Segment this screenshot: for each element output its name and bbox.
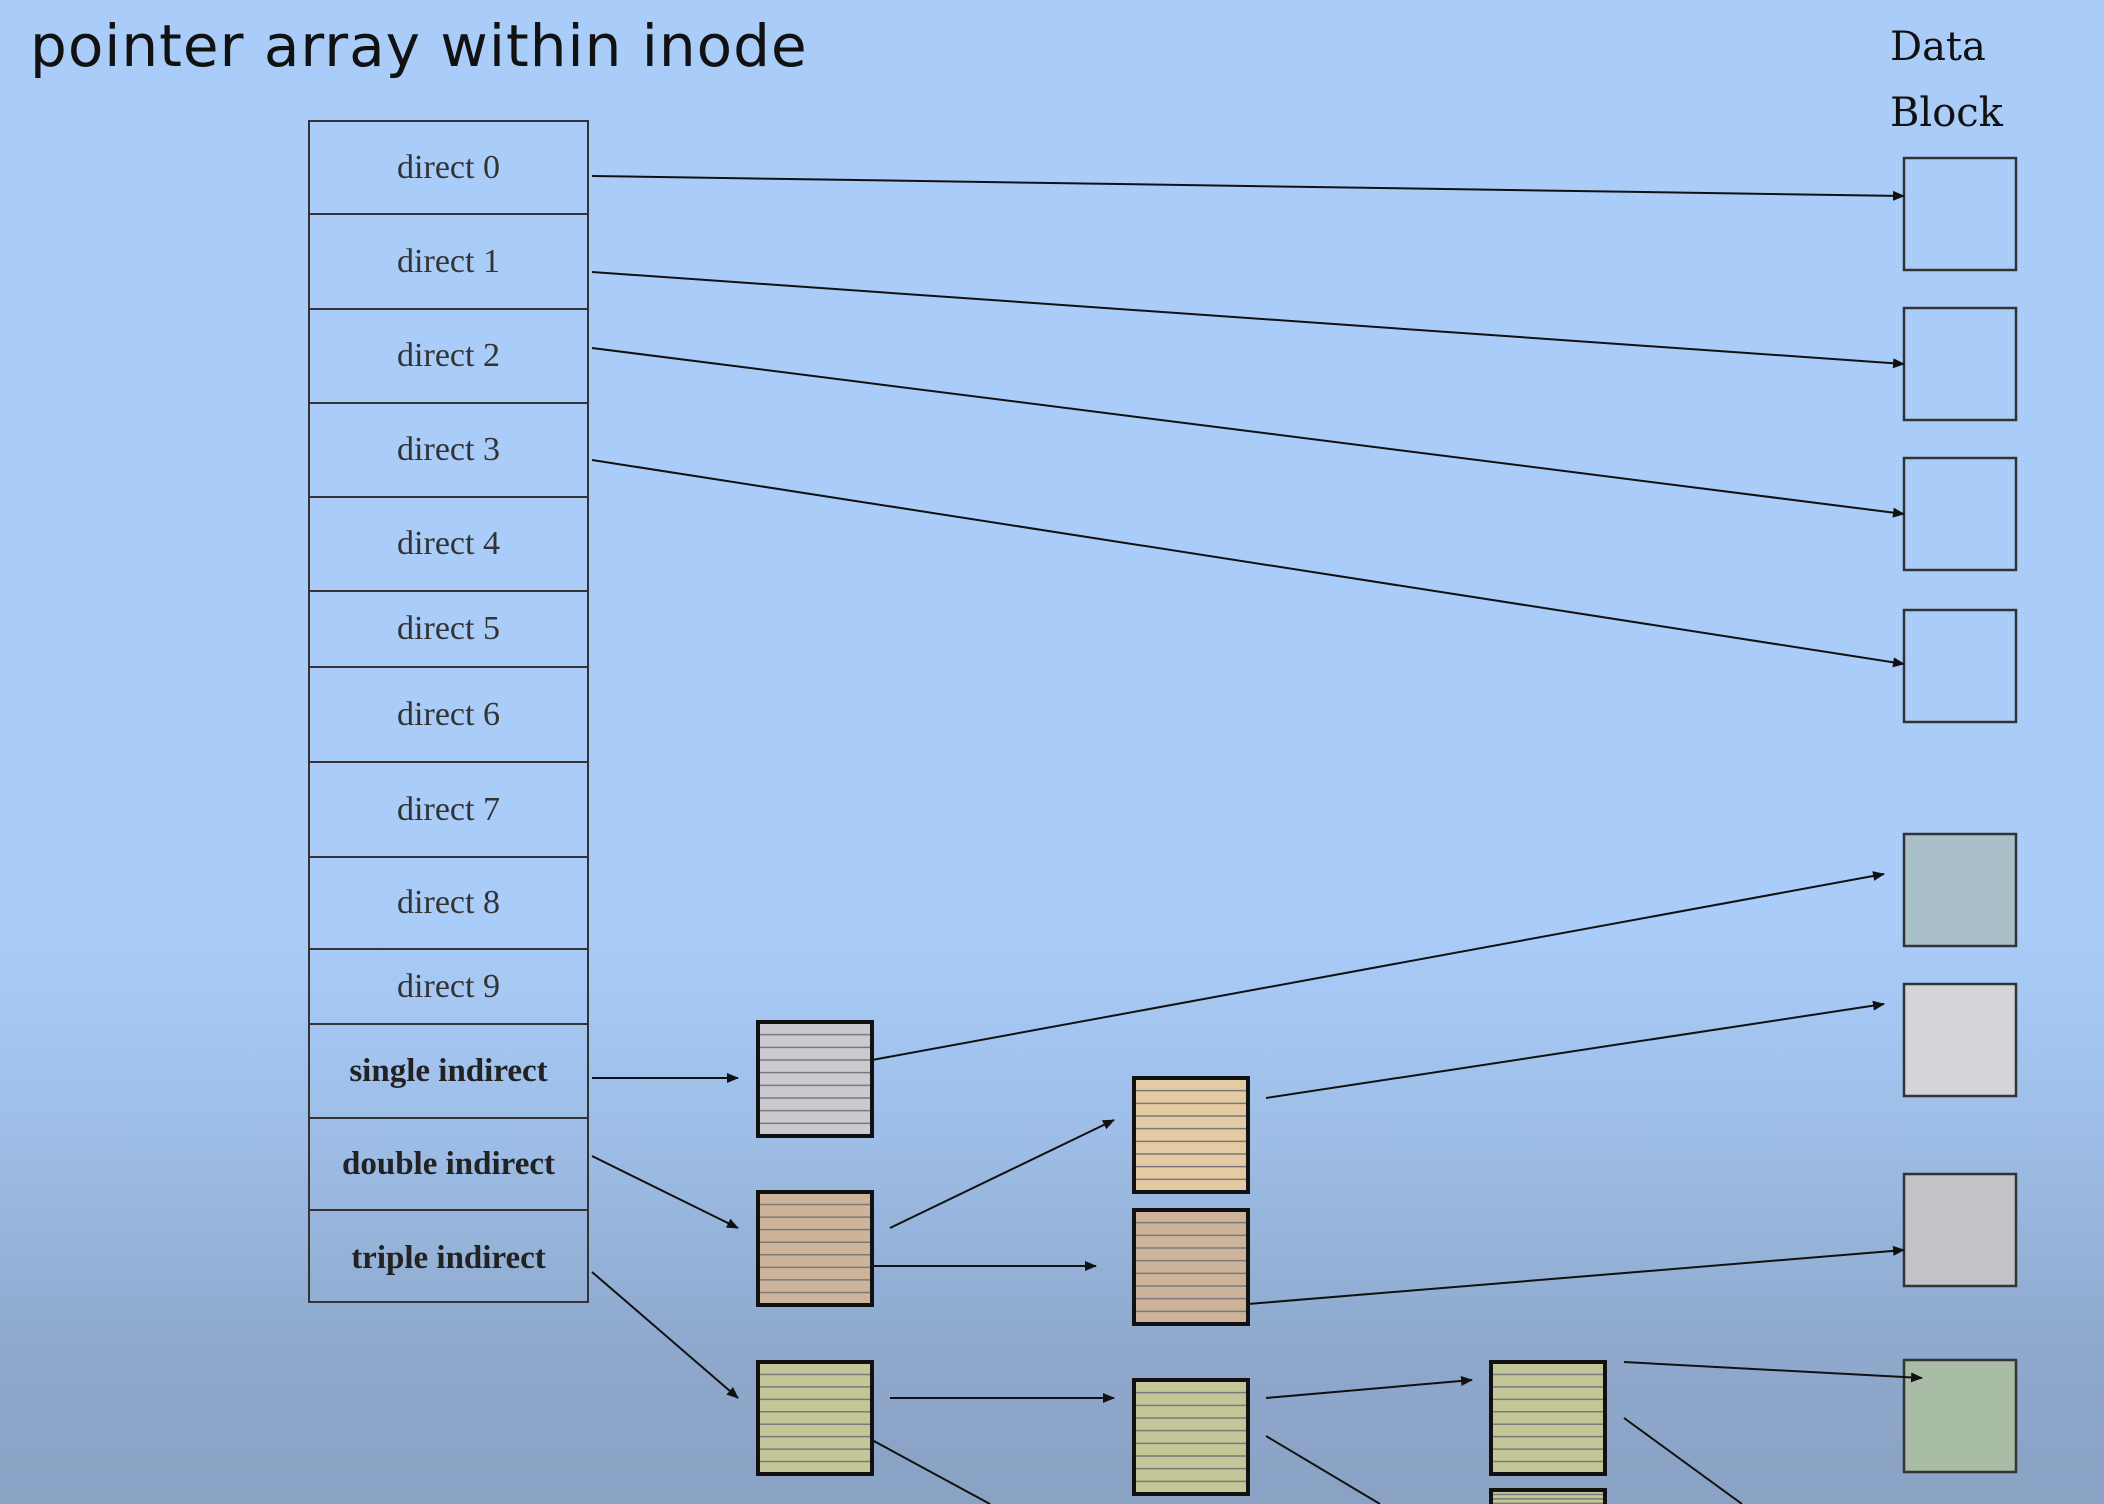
inode-entry-direct-1: direct 1	[310, 215, 587, 310]
line-grandchild-continuation	[1623, 1417, 1743, 1504]
arrow-grandchild-to-data	[1623, 1361, 1923, 1383]
arrow-triple-child-to-grandchild	[1265, 1375, 1473, 1399]
triple-indirect-grandchild-b	[1489, 1488, 1607, 1504]
triple-indirect-block	[756, 1360, 874, 1476]
data-block-label-line2: Block	[1890, 90, 2003, 136]
data-block-direct-2	[1902, 456, 2018, 572]
double-indirect-child-a	[1132, 1076, 1250, 1194]
arrow-child-b-to-data	[1247, 1245, 1905, 1305]
data-block-triple	[1902, 1358, 2018, 1474]
arrow-direct-2	[591, 347, 1905, 518]
line-triple-child-continuation	[1265, 1435, 1381, 1504]
inode-entry-direct-8: direct 8	[310, 858, 587, 950]
inode-entry-direct-0: direct 0	[310, 122, 587, 215]
single-indirect-block	[756, 1020, 874, 1138]
triple-indirect-child-a	[1132, 1378, 1250, 1496]
diagram-title: pointer array within inode	[30, 12, 808, 80]
inode-entry-direct-6: direct 6	[310, 668, 587, 763]
arrow-triple-to-block	[591, 1271, 739, 1399]
arrow-direct-3	[591, 459, 1905, 668]
inode-entry-triple-indirect: triple indirect	[351, 1239, 546, 1276]
inode-entry-double-indirect: double indirect	[310, 1119, 587, 1211]
inode-entry-single-indirect: single indirect	[310, 1025, 587, 1119]
data-block-double-a	[1902, 982, 2018, 1098]
inode-pointer-array: direct 0 direct 1 direct 2 direct 3 dire…	[308, 120, 589, 1303]
inode-entry-direct-3: direct 3	[310, 404, 587, 498]
data-block-direct-3	[1902, 608, 2018, 724]
triple-indirect-grandchild-a	[1489, 1360, 1607, 1476]
data-block-label-line1: Data	[1890, 24, 1986, 70]
inode-entry-direct-9: direct 9	[310, 950, 587, 1025]
data-block-double-b	[1902, 1172, 2018, 1288]
arrow-double-to-child-a	[889, 1119, 1115, 1229]
data-block-direct-1	[1902, 306, 2018, 422]
line-triple-block-continuation	[871, 1439, 991, 1504]
arrow-double-to-block	[591, 1155, 739, 1229]
double-indirect-block	[756, 1190, 874, 1307]
arrow-direct-1	[591, 271, 1905, 369]
arrow-direct-0	[591, 175, 1905, 201]
inode-entry-direct-2: direct 2	[310, 310, 587, 404]
data-block-direct-0	[1902, 156, 2018, 272]
inode-entry-direct-4: direct 4	[310, 498, 587, 592]
data-block-single	[1902, 832, 2018, 948]
arrow-single-to-data	[871, 871, 1885, 1061]
arrow-child-a-to-data	[1265, 1000, 1885, 1099]
inode-entry-direct-5: direct 5	[310, 592, 587, 668]
double-indirect-child-b	[1132, 1208, 1250, 1326]
inode-entry-direct-7: direct 7	[310, 763, 587, 858]
